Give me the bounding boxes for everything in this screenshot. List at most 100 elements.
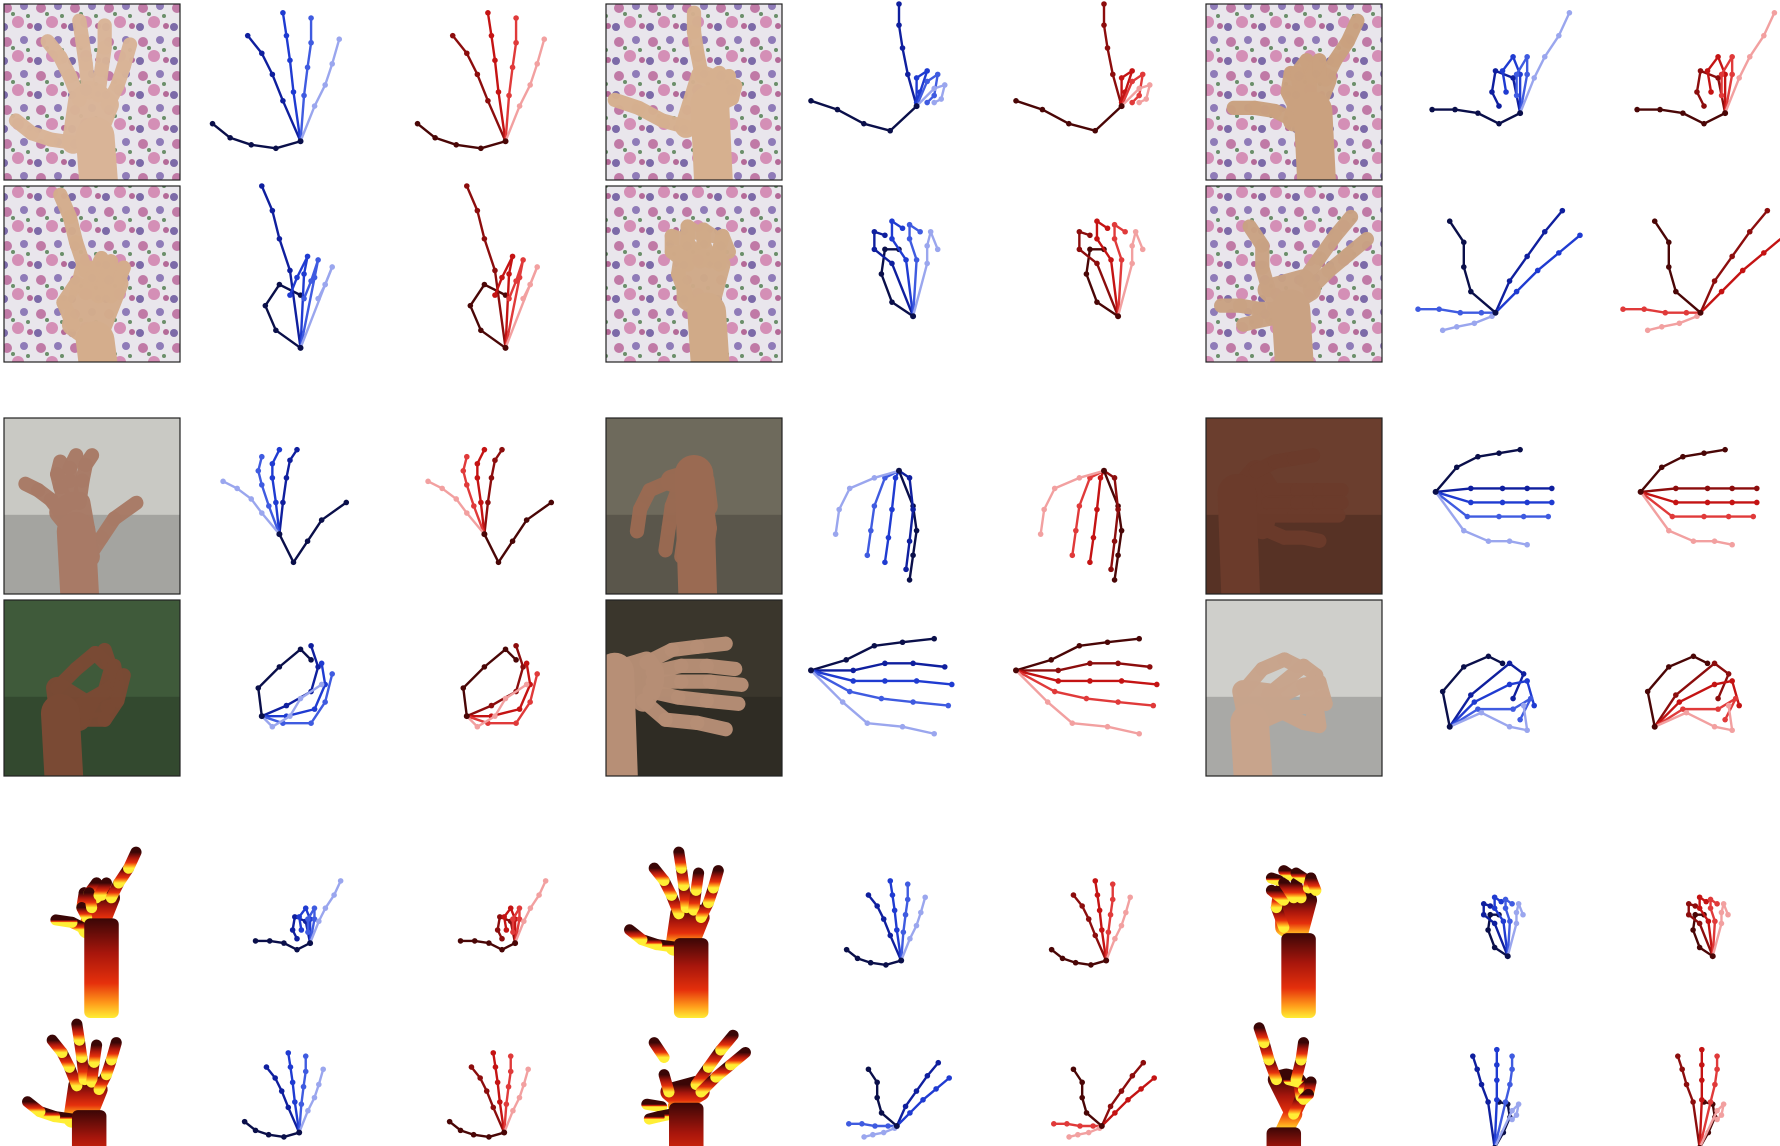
- joint-dot: [1503, 1099, 1509, 1105]
- joint-dot: [1108, 257, 1114, 263]
- sample-triplet: [630, 852, 1133, 1018]
- bone-line: [1041, 510, 1045, 535]
- joint-dot: [1516, 901, 1522, 907]
- bone-line: [1455, 110, 1478, 114]
- joint-dot: [1750, 514, 1756, 520]
- joint-dot: [1729, 727, 1735, 733]
- forearm-shape: [707, 312, 711, 372]
- joint-dot: [840, 699, 846, 705]
- bone-line: [839, 488, 850, 509]
- joint-dot: [1468, 500, 1474, 506]
- bone-line: [1662, 457, 1683, 468]
- bone-line: [1079, 478, 1090, 506]
- joint-dot: [910, 699, 916, 705]
- joint-dot: [541, 36, 547, 42]
- joint-dot: [425, 479, 431, 485]
- joint-dot: [1507, 1082, 1513, 1088]
- bone-line: [1715, 256, 1733, 281]
- joint-dot: [914, 257, 920, 263]
- bone-line: [917, 681, 952, 685]
- bone-line: [850, 692, 882, 699]
- joint-dot: [1095, 892, 1101, 898]
- joint-dot: [482, 282, 488, 288]
- joint-dot: [1052, 486, 1058, 492]
- bone-line: [530, 674, 537, 702]
- bone-line: [456, 145, 481, 149]
- joint-dot: [1684, 1082, 1690, 1088]
- bone-line: [516, 702, 530, 723]
- joint-dot: [1494, 1077, 1500, 1083]
- joint-dot: [486, 940, 492, 946]
- input-image: [632, 1035, 745, 1146]
- bone-line: [913, 663, 945, 667]
- wrist-joint: [1103, 958, 1109, 964]
- joint-dot: [510, 916, 516, 922]
- bone-line: [530, 267, 537, 285]
- joint-dot: [1509, 1053, 1515, 1059]
- sample-triplet: [632, 1035, 1157, 1146]
- joint-dot: [1479, 1082, 1485, 1088]
- bone-line: [881, 699, 913, 703]
- bone-line: [265, 285, 279, 306]
- joint-dot: [485, 10, 491, 16]
- joint-dot: [1714, 1117, 1720, 1123]
- finger-shape: [77, 1024, 79, 1040]
- joint-dot: [1691, 538, 1697, 544]
- bone-line: [1108, 48, 1113, 74]
- joint-dot: [1094, 507, 1100, 513]
- joint-dot: [506, 271, 512, 277]
- joint-dot: [510, 538, 516, 544]
- joint-dot: [1472, 320, 1478, 326]
- input-image: [40, 852, 136, 1018]
- bone-line: [1669, 531, 1694, 542]
- joint-dot: [493, 1064, 499, 1070]
- joint-dot: [1492, 921, 1498, 927]
- joint-dot: [1761, 33, 1767, 39]
- joint-dot: [1115, 552, 1121, 558]
- joint-dot: [508, 1069, 514, 1075]
- joint-dot: [1129, 100, 1135, 106]
- joint-dot: [527, 699, 533, 705]
- bone-line: [262, 186, 273, 211]
- joint-dot: [492, 58, 498, 64]
- ground-truth-skeleton: [255, 643, 335, 730]
- joint-dot: [1686, 901, 1692, 907]
- bone-line: [1111, 1091, 1122, 1106]
- joint-dot: [1496, 514, 1502, 520]
- joint-dot: [1105, 724, 1111, 730]
- joint-dot: [1712, 538, 1718, 544]
- photo-content: [606, 186, 782, 372]
- depth-forearm: [72, 1110, 106, 1146]
- depth-forearm: [1281, 933, 1315, 1018]
- bone-line: [1559, 235, 1580, 253]
- joint-dot: [1535, 268, 1541, 274]
- joint-dot: [506, 1084, 512, 1090]
- joint-dot: [1496, 121, 1502, 127]
- finger-shape: [124, 44, 130, 66]
- joint-dot: [1492, 905, 1498, 911]
- bone-line: [1545, 211, 1563, 232]
- joint-dot: [1461, 528, 1467, 534]
- joint-dot: [1761, 250, 1767, 256]
- finger-shape: [98, 280, 104, 296]
- joint-dot: [1129, 243, 1135, 249]
- wrist-joint: [298, 138, 304, 144]
- joint-dot: [490, 1050, 496, 1056]
- joint-dot: [415, 121, 421, 127]
- wrist-joint: [894, 1123, 900, 1129]
- bone-line: [1478, 113, 1499, 124]
- joint-dot: [503, 646, 509, 652]
- finger-shape: [672, 236, 682, 239]
- joint-dot: [499, 947, 505, 953]
- joint-dot: [1549, 486, 1555, 492]
- bone-line: [498, 1082, 500, 1102]
- bone-line: [1488, 1102, 1495, 1146]
- bone-line: [516, 646, 523, 667]
- joint-dot: [1084, 1110, 1090, 1116]
- joint-dot: [1086, 1130, 1092, 1136]
- bone-line: [913, 702, 948, 706]
- joint-dot: [1492, 945, 1498, 951]
- joint-dot: [1691, 654, 1697, 660]
- joint-dot: [1500, 486, 1506, 492]
- joint-dot: [259, 50, 265, 56]
